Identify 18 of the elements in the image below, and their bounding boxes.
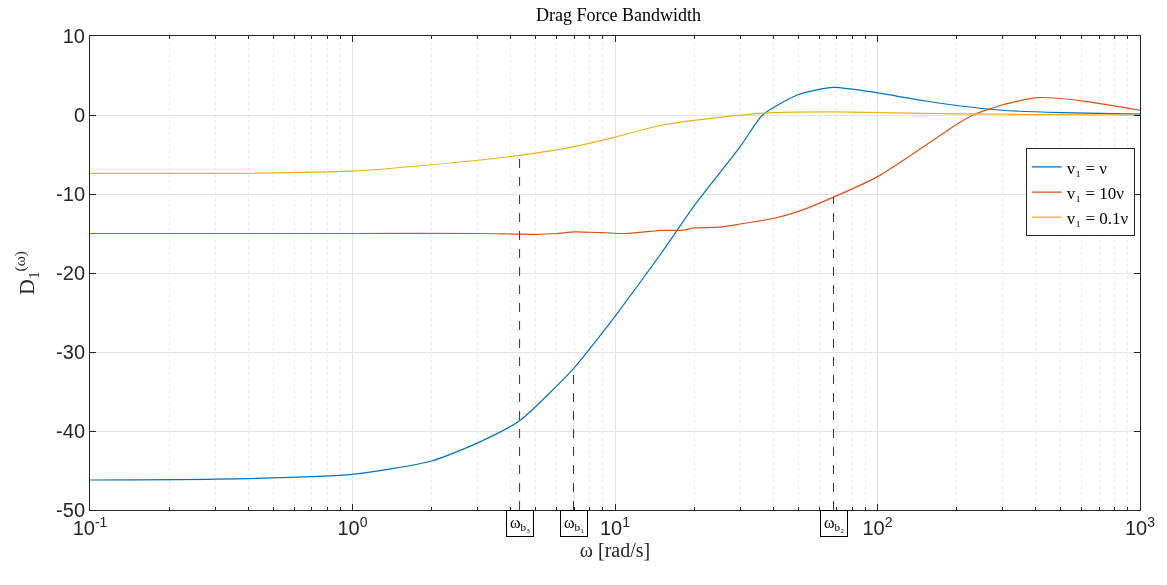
- y-tick-label: -20: [56, 262, 85, 284]
- annotation: ω$_{b₁}$: [564, 514, 585, 534]
- x-tick-label: 10$^{2}$: [862, 513, 893, 539]
- y-tick-label: 0: [73, 104, 85, 126]
- legend-label: v₁ = ν: [1066, 158, 1108, 178]
- x-tick-label: 10$^{3}$: [1124, 513, 1156, 539]
- annotation: ω$_{b₂}$: [824, 514, 845, 534]
- y-tick-label: -40: [56, 420, 85, 442]
- legend-label: v₁ = 0.1ν: [1066, 208, 1129, 228]
- legend-label: v₁ = 10ν: [1066, 183, 1125, 203]
- x-tick-label: 10$^{1}$: [599, 513, 631, 539]
- x-axis-title: ω [rad/s]: [579, 539, 651, 561]
- y-tick-label: -30: [56, 341, 85, 363]
- y-tick-label: 10: [62, 25, 85, 47]
- y-tick-label: -10: [56, 183, 85, 205]
- x-tick-label: 10$^{0}$: [337, 513, 368, 539]
- chart-title: Drag Force Bandwidth: [536, 5, 701, 26]
- annotation: ω$_{b₃}$: [510, 514, 531, 534]
